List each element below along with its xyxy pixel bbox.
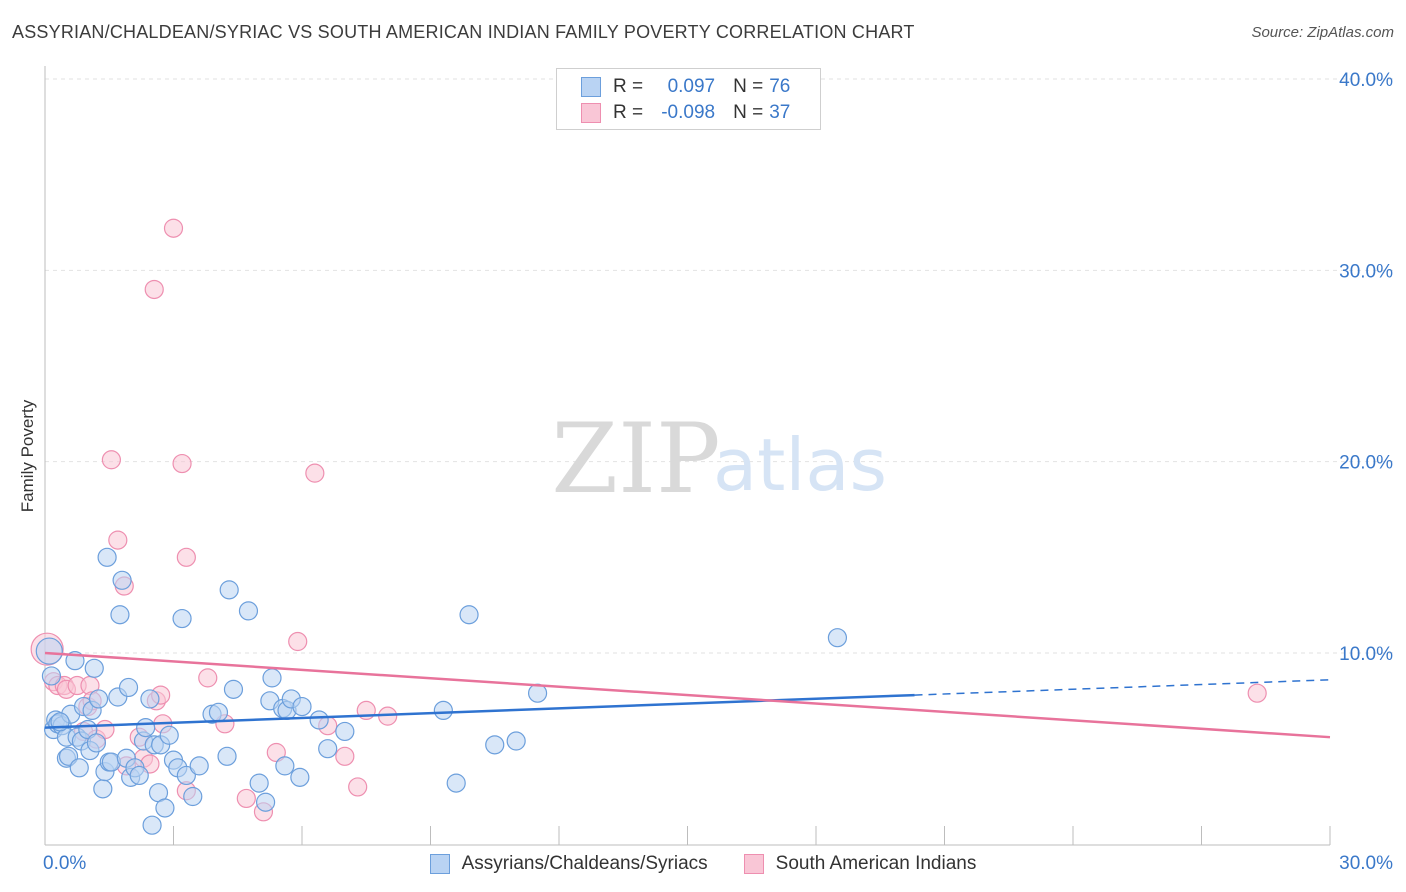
- x-tick-label: 0.0%: [43, 853, 86, 874]
- n-label: N =: [733, 76, 764, 97]
- data-point-assyrians: [208, 702, 229, 722]
- data-point-assyrians: [136, 718, 156, 738]
- legend-label-south-american-indians: South American Indians: [775, 853, 977, 874]
- r-label: R =: [613, 76, 644, 97]
- data-point-assyrians: [176, 765, 196, 786]
- data-point-assyrians: [318, 739, 338, 759]
- correlation-legend: R = 0.097 N = 76 R = -0.098 N = 37: [556, 68, 821, 130]
- data-point-assyrians: [292, 696, 312, 717]
- data-point-south-american-indians: [266, 742, 286, 763]
- data-point-assyrians: [97, 547, 117, 567]
- data-point-south-american-indians: [172, 453, 192, 474]
- data-point-assyrians: [129, 765, 149, 786]
- axes: [44, 66, 1331, 846]
- r-value: -0.098: [661, 102, 716, 123]
- series-south-american-indians: [30, 218, 1267, 822]
- data-point-assyrians: [223, 679, 244, 699]
- data-point-assyrians: [459, 605, 479, 625]
- data-point-assyrians: [433, 700, 453, 721]
- chart-title: ASSYRIAN/CHALDEAN/SYRIAC VS SOUTH AMERIC…: [12, 22, 915, 42]
- y-tick-label: 40.0%: [1339, 70, 1393, 91]
- n-value: 37: [769, 102, 791, 123]
- watermark-zip: ZIP: [551, 403, 720, 515]
- series-legend: Assyrians/Chaldeans/Syriacs South Americ…: [0, 850, 1406, 878]
- data-point-south-american-indians: [305, 463, 325, 483]
- trend-lines: [44, 651, 1331, 739]
- legend-item-assyrians[interactable]: Assyrians/Chaldeans/Syriacs: [429, 853, 708, 875]
- y-tick-label: 20.0%: [1339, 453, 1393, 474]
- zipatlas-watermark: ZIP atlas: [551, 403, 887, 515]
- legend-label-assyrians: Assyrians/Chaldeans/Syriacs: [461, 853, 708, 874]
- pink-swatch: [743, 854, 764, 874]
- data-point-assyrians: [172, 608, 192, 629]
- data-point-assyrians: [88, 689, 109, 709]
- data-point-assyrians: [506, 731, 526, 751]
- blue-swatch: [429, 854, 450, 874]
- data-point-south-american-indians: [144, 279, 164, 300]
- data-point-assyrians: [183, 786, 203, 807]
- trend-line-south-american-indians: [44, 651, 1331, 739]
- data-point-assyrians: [69, 758, 89, 778]
- data-point-south-american-indians: [335, 746, 355, 766]
- data-point-assyrians: [112, 570, 132, 590]
- data-point-south-american-indians: [288, 631, 308, 652]
- data-point-assyrians: [309, 710, 329, 730]
- tick-labels: 10.0% 20.0% 30.0% 40.0% 0.0% 30.0%: [43, 70, 1393, 874]
- data-point-south-american-indians: [1247, 683, 1267, 703]
- legend-item-south-american-indians[interactable]: South American Indians: [743, 853, 977, 875]
- data-point-assyrians: [249, 773, 269, 793]
- data-point-south-american-indians: [348, 777, 368, 797]
- data-point-assyrians: [140, 689, 160, 709]
- data-point-assyrians: [255, 792, 276, 812]
- trend-line-assyrians-extension: [914, 679, 1331, 696]
- source-label: Source: ZipAtlas.com: [1251, 24, 1394, 41]
- data-point-south-american-indians: [236, 788, 256, 809]
- data-point-assyrians: [262, 668, 282, 688]
- blue-swatch: [581, 77, 601, 97]
- data-point-assyrians: [118, 677, 139, 698]
- data-point-assyrians: [142, 815, 162, 835]
- data-point-south-american-indians: [176, 547, 196, 567]
- data-point-south-american-indians: [163, 218, 184, 238]
- data-point-assyrians: [335, 721, 355, 742]
- r-label: R =: [613, 102, 644, 123]
- data-point-assyrians: [35, 637, 63, 665]
- legend-row-south-american-indians: R = -0.098 N = 37: [581, 100, 790, 126]
- data-point-assyrians: [86, 733, 107, 753]
- data-point-south-american-indians: [108, 530, 128, 550]
- n-label: N =: [733, 102, 764, 123]
- data-point-assyrians: [155, 798, 175, 818]
- data-point-assyrians: [93, 779, 113, 799]
- r-value: 0.097: [667, 76, 716, 97]
- data-point-assyrians: [189, 756, 209, 776]
- data-point-assyrians: [290, 767, 310, 787]
- legend-row-assyrians: R = 0.097 N = 76: [581, 74, 790, 100]
- data-point-assyrians: [41, 666, 62, 686]
- data-point-assyrians: [446, 773, 466, 793]
- data-point-assyrians: [275, 756, 295, 776]
- data-point-assyrians: [238, 601, 259, 621]
- data-point-assyrians: [159, 725, 179, 745]
- gridlines: [45, 78, 1395, 654]
- data-point-assyrians: [219, 580, 239, 600]
- watermark-atlas: atlas: [713, 423, 887, 507]
- data-point-assyrians: [84, 658, 104, 678]
- y-tick-label: 30.0%: [1339, 261, 1393, 282]
- data-point-assyrians: [827, 628, 848, 648]
- n-value: 76: [769, 76, 791, 97]
- x-tick-label: 30.0%: [1339, 853, 1393, 874]
- trend-line-assyrians: [44, 693, 915, 729]
- data-point-assyrians: [485, 735, 505, 755]
- data-point-south-american-indians: [198, 668, 218, 688]
- pink-swatch: [581, 103, 601, 123]
- data-point-south-american-indians: [101, 450, 121, 470]
- data-point-assyrians: [110, 605, 130, 625]
- data-point-assyrians: [217, 746, 237, 766]
- y-tick-label: 10.0%: [1339, 644, 1393, 665]
